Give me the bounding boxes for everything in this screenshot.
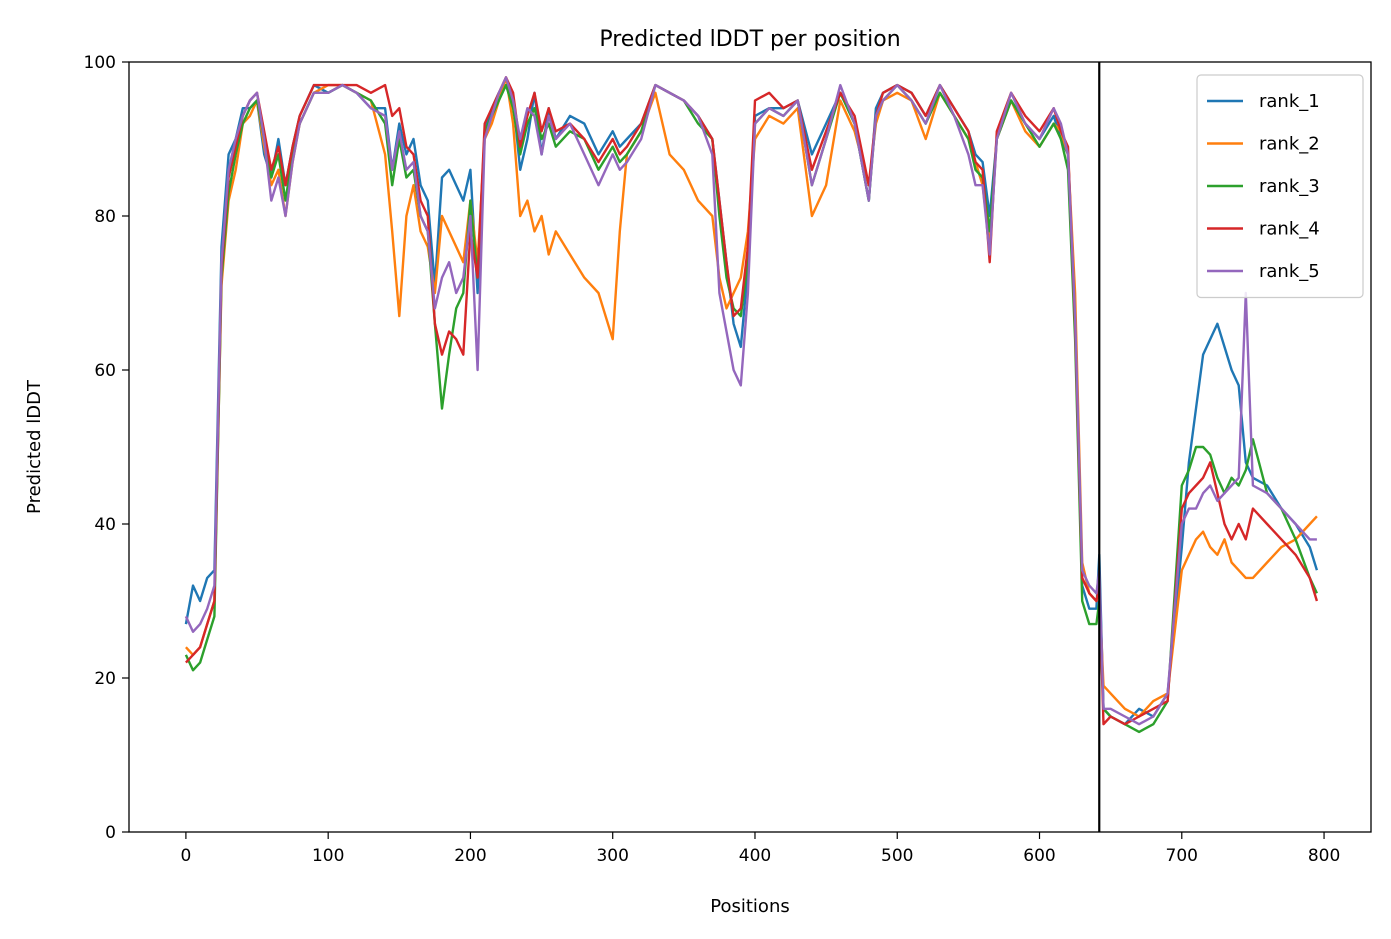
y-tick-label: 0: [105, 823, 116, 843]
series-line-rank_4: [185, 76, 1319, 726]
x-tick-label: 800: [1308, 846, 1340, 866]
series-layer: [184, 76, 1319, 734]
legend-label-rank_3: rank_3: [1259, 176, 1320, 197]
legend-label-rank_2: rank_2: [1259, 134, 1320, 155]
x-tick-label: 100: [312, 846, 344, 866]
y-tick-label: 20: [94, 669, 116, 689]
x-tick-label: 400: [739, 846, 771, 866]
x-axis: 0 100 200 300 400 500 600 700 800: [180, 832, 1340, 866]
legend-box: [1196, 74, 1364, 299]
x-axis-label: Positions: [710, 896, 789, 917]
series-line-rank_5: [184, 76, 1317, 726]
legend-label-rank_1: rank_1: [1259, 91, 1320, 112]
y-tick-label: 60: [94, 361, 116, 381]
y-tick-label: 100: [84, 53, 116, 73]
x-tick-label: 500: [881, 846, 913, 866]
x-tick-label: 700: [1166, 846, 1198, 866]
x-tick-label: 0: [180, 846, 191, 866]
x-tick-label: 300: [596, 846, 628, 866]
chart-title: Predicted lDDT per position: [599, 27, 900, 52]
y-tick-label: 40: [94, 515, 116, 535]
x-tick-label: 200: [454, 846, 486, 866]
y-axis: 0 20 40 60 80 100: [84, 53, 129, 843]
y-tick-label: 80: [94, 207, 116, 227]
x-tick-label: 600: [1023, 846, 1055, 866]
legend-label-rank_5: rank_5: [1259, 261, 1320, 282]
legend: rank_1 rank_2 rank_3 rank_4 rank_5: [1196, 74, 1364, 299]
y-axis-label: Predicted lDDT: [24, 379, 45, 514]
plot-frame: [128, 61, 1372, 833]
legend-label-rank_4: rank_4: [1259, 219, 1320, 240]
